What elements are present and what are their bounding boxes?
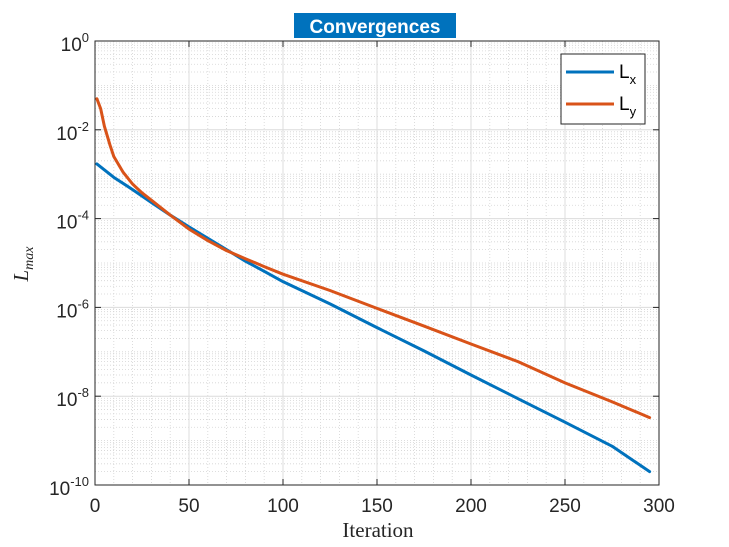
- legend: Lx Ly: [560, 53, 646, 125]
- y-axis-label-sub: max: [22, 246, 37, 270]
- title-background: [294, 13, 456, 38]
- x-tick-label: 0: [90, 496, 101, 517]
- y-tick-label-base: 10: [49, 479, 70, 500]
- x-tick-label: 150: [361, 496, 393, 517]
- chart-title: Convergences: [294, 13, 456, 38]
- x-tick-label: 200: [455, 496, 487, 517]
- x-tick-labels: 0 50 100 150 200 250 300: [90, 496, 675, 517]
- y-tick-label-base: 10: [56, 301, 77, 322]
- x-tick-label: 300: [643, 496, 675, 517]
- legend-label-lx: Lx: [619, 62, 637, 87]
- legend-box: [560, 53, 646, 125]
- y-tick-label-base: 10: [56, 390, 77, 411]
- y-tick-label-exponent: -10: [70, 474, 89, 489]
- y-axis-label-base: L: [9, 270, 33, 283]
- x-tick-label: 50: [178, 496, 199, 517]
- y-tick-label-base: 10: [56, 124, 77, 145]
- x-tick-label: 100: [267, 496, 299, 517]
- legend-label-ly: Ly: [619, 94, 637, 119]
- legend-label-lx-sub: x: [630, 72, 637, 87]
- legend-label-lx-base: L: [619, 62, 630, 83]
- legend-label-ly-sub: y: [630, 104, 637, 119]
- title-text: Convergences: [310, 17, 441, 38]
- y-tick-label: 10-4: [56, 208, 89, 234]
- y-tick-label-exponent: -6: [77, 296, 89, 311]
- legend-label-ly-base: L: [619, 94, 630, 115]
- y-tick-label: 10-2: [56, 119, 89, 145]
- x-tick-label: 250: [549, 496, 581, 517]
- y-axis-label: Lmax: [9, 246, 37, 283]
- y-tick-label-exponent: 0: [82, 30, 89, 45]
- y-tick-label: 100: [61, 30, 89, 56]
- y-tick-label-exponent: -4: [77, 208, 89, 223]
- y-tick-label: 10-8: [56, 385, 89, 411]
- x-axis-label: Iteration: [342, 518, 414, 542]
- series-layer: [95, 97, 652, 474]
- y-tick-label-exponent: -2: [77, 119, 89, 134]
- y-tick-label-base: 10: [61, 35, 82, 56]
- y-tick-label-base: 10: [56, 213, 77, 234]
- axes: [94, 40, 660, 486]
- series-line-ly: [95, 97, 652, 420]
- y-tick-label-exponent: -8: [77, 385, 89, 400]
- y-tick-label: 10-6: [56, 296, 89, 322]
- y-tick-label: 10-10: [49, 474, 89, 500]
- series-line-lx: [95, 162, 652, 474]
